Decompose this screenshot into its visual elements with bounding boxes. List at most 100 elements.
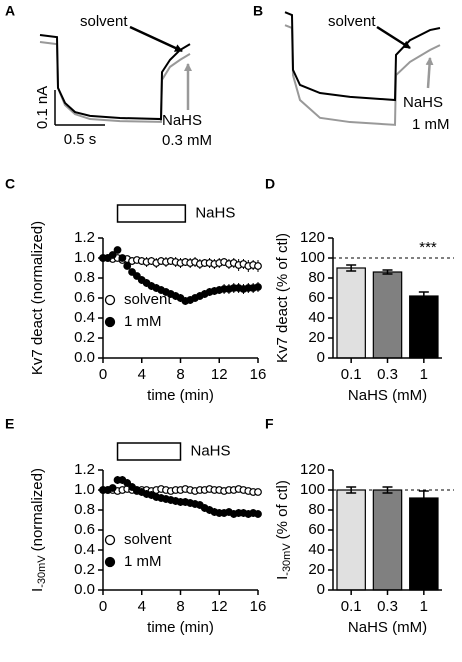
trace-line [39, 34, 191, 121]
annotation: solvent [80, 13, 128, 30]
bar [336, 489, 366, 591]
y-tick-label: 1.0 [74, 249, 95, 266]
error-bar [346, 264, 357, 272]
y-tick-label: 0.4 [74, 309, 95, 326]
y-tick-label: 120 [300, 229, 325, 246]
y-axis-label: Kv7 deact (normalized) [29, 221, 46, 375]
x-tick-label: 16 [250, 366, 267, 383]
x-tick-label: 0 [99, 366, 107, 383]
x-tick-label: 8 [176, 366, 184, 383]
data-point [128, 268, 136, 276]
data-point [254, 488, 262, 496]
y-tick-label: 100 [300, 249, 325, 266]
arrow [376, 25, 411, 50]
x-tick-label: 0.3 [377, 598, 398, 615]
data-point [254, 510, 262, 518]
x-tick-label: 0.1 [341, 366, 362, 383]
y-axis-label: I-30mV (normalized) [29, 468, 48, 592]
data-point [118, 254, 127, 262]
data-point [123, 262, 132, 270]
bar [409, 295, 439, 359]
y-axis-label: Kv7 deact (% of ctl) [274, 233, 291, 363]
y-axis-label-end: (normalized) [29, 468, 46, 551]
bar [372, 271, 403, 359]
data-point [133, 272, 141, 280]
bar [409, 497, 439, 591]
error-bar [418, 291, 429, 301]
legend-marker [104, 294, 116, 306]
y-tick-label: 0.6 [74, 289, 95, 306]
treatment-label: NaHS [195, 204, 235, 221]
x-tick-label: 0 [99, 598, 107, 615]
y-tick-label: 0.0 [74, 581, 95, 598]
y-tick-label: 120 [300, 461, 325, 478]
y-tick-label: 0.8 [74, 501, 95, 518]
x-tick-label: 4 [138, 598, 146, 615]
data-point [108, 484, 117, 492]
y-tick-label: 0.2 [74, 561, 95, 578]
treatment-label: NaHS [191, 442, 231, 459]
x-axis-label: NaHS (mM) [348, 619, 427, 636]
scale-bar-y-label: 0.1 nA [34, 86, 51, 129]
y-axis-label-main: I [274, 576, 291, 580]
bar [336, 267, 366, 359]
bar [372, 489, 403, 591]
x-axis-label: NaHS (mM) [348, 387, 427, 404]
panel-letter: D [265, 176, 275, 192]
y-tick-label: 100 [300, 481, 325, 498]
x-tick-label: 12 [211, 366, 228, 383]
x-axis-label: time (min) [147, 619, 214, 636]
legend-marker [104, 556, 116, 568]
x-tick-label: 0.3 [377, 366, 398, 383]
annotation: 1 mM [412, 116, 450, 133]
y-tick-label: 40 [308, 309, 325, 326]
scale-bar-x-label: 0.5 s [64, 131, 97, 148]
data-point [113, 246, 122, 254]
panel-letter: F [265, 416, 274, 432]
y-axis-label-sub: -30mV [36, 555, 48, 588]
annotation: 0.3 mM [162, 132, 212, 149]
treatment-bar [116, 442, 182, 461]
panel-letter: E [5, 416, 14, 432]
y-tick-label: 1.0 [74, 481, 95, 498]
trace-line [284, 11, 441, 102]
legend-label: solvent [124, 531, 172, 548]
panel-letter: A [5, 3, 15, 19]
y-tick-label: 0.4 [74, 541, 95, 558]
legend-marker [104, 316, 116, 328]
y-tick-label: 0.8 [74, 269, 95, 286]
data-point [123, 479, 132, 487]
y-tick-label: 0.6 [74, 521, 95, 538]
y-tick-label: 20 [308, 561, 325, 578]
error-bar [418, 490, 429, 506]
x-tick-label: 0.1 [341, 598, 362, 615]
annotation: solvent [328, 13, 376, 30]
y-tick-label: 60 [308, 521, 325, 538]
y-tick-label: 0 [317, 349, 325, 366]
y-tick-label: 0 [317, 581, 325, 598]
y-axis-label-main: I [29, 588, 46, 592]
annotation: NaHS [162, 112, 202, 129]
trace-line [39, 41, 191, 123]
legend-label: solvent [124, 291, 172, 308]
x-axis-label: time (min) [147, 387, 214, 404]
panel-letter: B [253, 3, 263, 19]
legend-marker [104, 534, 116, 546]
y-tick-label: 0.2 [74, 329, 95, 346]
y-tick-label: 40 [308, 541, 325, 558]
y-axis-label: I-30mV (% of ctl) [274, 480, 293, 580]
arrow [129, 25, 183, 53]
y-tick-label: 0.0 [74, 349, 95, 366]
y-tick-label: 60 [308, 289, 325, 306]
legend-label: 1 mM [124, 553, 162, 570]
significance: *** [419, 239, 437, 256]
data-point [254, 262, 262, 270]
y-tick-label: 20 [308, 329, 325, 346]
x-tick-label: 12 [211, 598, 228, 615]
y-tick-label: 80 [308, 501, 325, 518]
data-point [254, 283, 262, 291]
annotation: NaHS [403, 94, 443, 111]
y-tick-label: 1.2 [74, 461, 95, 478]
